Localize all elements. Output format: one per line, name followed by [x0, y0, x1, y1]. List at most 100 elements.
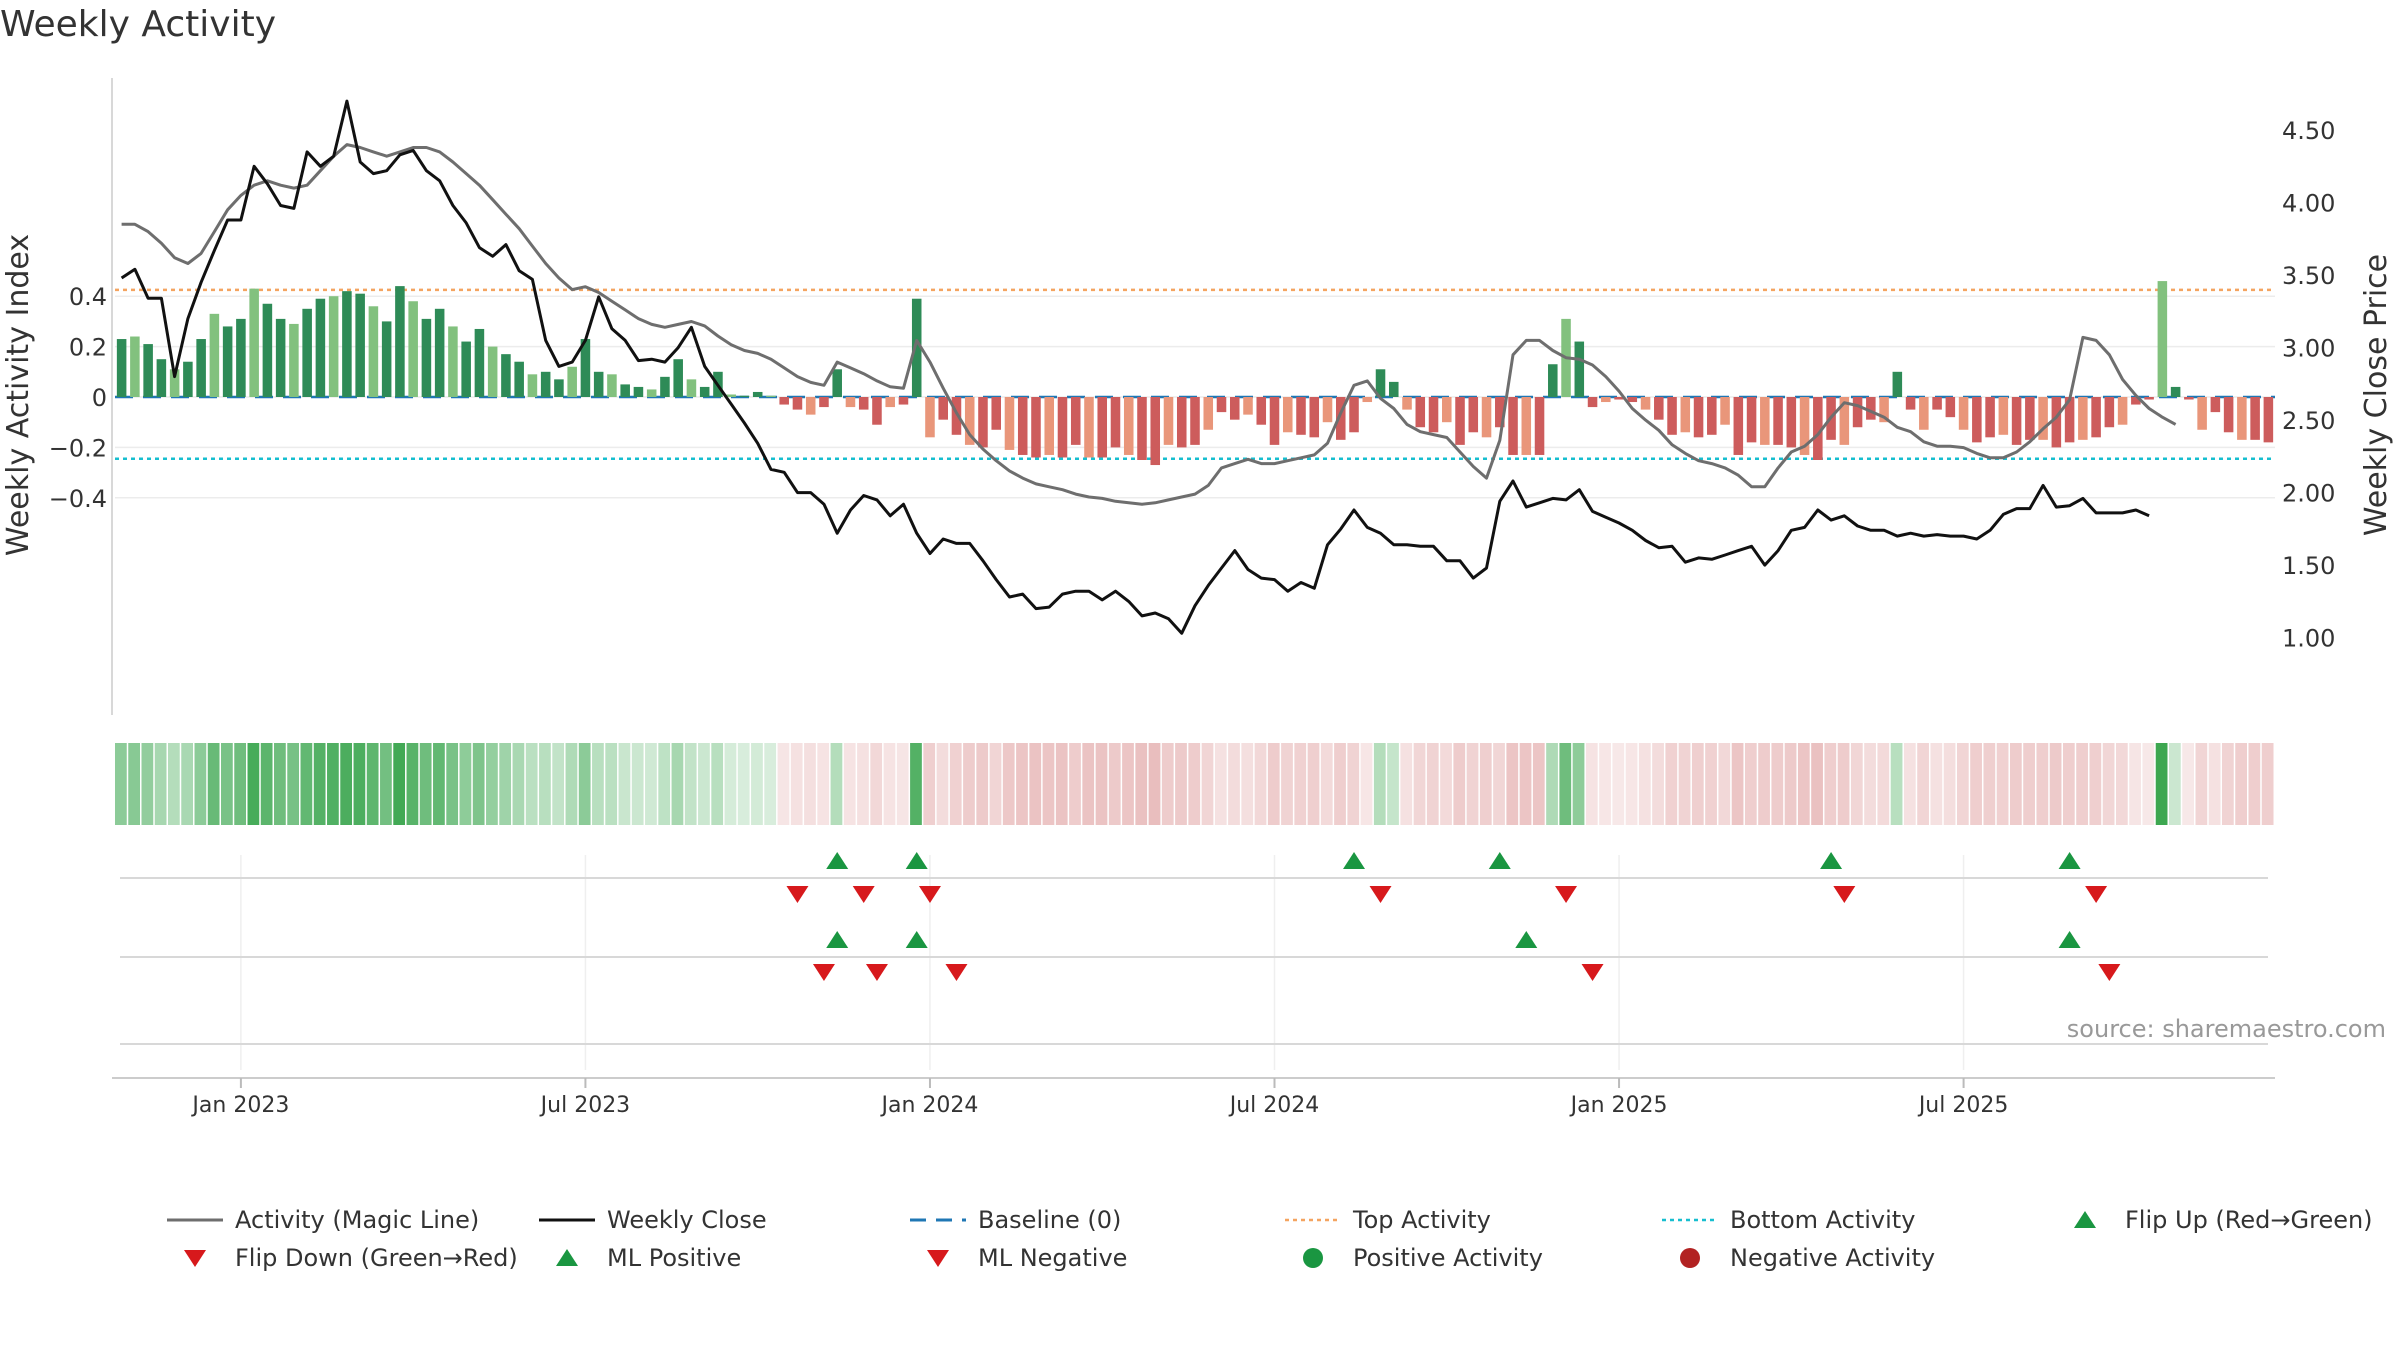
activity-bar	[1190, 397, 1200, 445]
ml-negative-marker	[865, 964, 888, 981]
legend-label: Flip Down (Green→Red)	[235, 1244, 518, 1272]
flip-down-marker	[1555, 886, 1578, 903]
activity-bar	[2117, 397, 2128, 425]
y-axis-label-right: Weekly Close Price	[2359, 254, 2394, 536]
activity-bar	[1123, 397, 1134, 455]
ml-positive-marker	[1515, 931, 1538, 948]
activity-bar	[2157, 281, 2168, 397]
activity-bar	[1084, 397, 1094, 458]
heat-cell	[1771, 743, 1784, 825]
tri-down-red-icon	[908, 1243, 968, 1273]
activity-bar	[1163, 397, 1174, 445]
heat-cell	[1612, 743, 1625, 825]
activity-bar	[1892, 371, 1903, 397]
activity-bar	[2210, 397, 2221, 413]
activity-bar	[1958, 397, 1969, 430]
activity-bar	[143, 344, 153, 397]
heat-cell	[2036, 743, 2049, 825]
heat-cell	[1440, 743, 1452, 825]
heat-cell	[790, 743, 803, 825]
heat-cell	[1002, 743, 1015, 825]
heat-cell	[1188, 743, 1201, 825]
heat-cell	[1267, 743, 1280, 825]
heat-cell	[1811, 743, 1823, 825]
heat-cell	[1546, 743, 1558, 825]
heat-cell	[181, 743, 194, 825]
activity-bar	[434, 308, 445, 397]
heat-cell	[1373, 743, 1386, 825]
ml-positive-marker	[905, 931, 928, 948]
heat-cell	[1519, 743, 1532, 825]
activity-bar	[1627, 397, 1638, 403]
heat-cell	[1016, 743, 1028, 825]
heat-cell	[1069, 743, 1081, 825]
heat-cell	[751, 743, 763, 825]
activity-bar	[1508, 397, 1518, 455]
heat-cell	[1135, 743, 1148, 825]
dash-blue-icon	[908, 1205, 968, 1235]
heat-cell	[472, 743, 485, 825]
flip-up-marker	[2058, 852, 2081, 869]
x-tick-label: Jul 2024	[1228, 1093, 1320, 1118]
activity-bar	[1216, 397, 1227, 413]
circle-green-icon	[1283, 1243, 1343, 1273]
heat-cell	[1479, 743, 1492, 825]
activity-bar	[766, 395, 776, 397]
heat-cell	[658, 743, 671, 825]
activity-bar	[1733, 397, 1744, 455]
ml-negative-marker	[2098, 964, 2121, 981]
legend-ml-negative: ML Negative	[908, 1243, 1127, 1273]
activity-bar	[1852, 397, 1863, 428]
activity-bar	[1640, 397, 1651, 410]
x-tick-label: Jul 2023	[539, 1093, 631, 1118]
activity-bar	[2078, 397, 2088, 440]
heat-cell	[419, 743, 432, 825]
heat-cell	[1585, 743, 1598, 825]
legend-label: ML Negative	[978, 1244, 1128, 1272]
activity-bar	[1110, 397, 1121, 448]
activity-bar	[660, 376, 670, 397]
activity-bar	[1296, 397, 1306, 435]
activity-bar	[222, 326, 233, 397]
flip-down-marker	[786, 886, 809, 903]
heat-cell	[1903, 743, 1916, 825]
activity-bar	[1004, 397, 1015, 450]
heat-cell	[1042, 743, 1055, 825]
activity-bar	[1389, 381, 1399, 397]
activity-bar	[580, 339, 591, 397]
activity-bar	[1654, 397, 1664, 420]
activity-bar	[1415, 397, 1426, 428]
activity-bar	[395, 286, 405, 397]
activity-bar	[2025, 397, 2035, 440]
heat-cell	[1095, 743, 1108, 825]
activity-bar	[262, 303, 273, 397]
y-tick-right: 2.00	[2282, 480, 2335, 508]
heat-cell	[949, 743, 962, 825]
activity-bar	[1256, 397, 1267, 425]
activity-bar	[381, 321, 392, 397]
activity-bar	[607, 374, 617, 397]
heat-cell	[393, 743, 406, 825]
heat-cell	[512, 743, 525, 825]
flip-down-marker	[1833, 886, 1856, 903]
heat-cell	[2235, 743, 2247, 825]
axes: 0.4 0.2 0 −0.2 −0.4 4.50 4.00 3.50 3.00 2.50 2.00 1…	[49, 78, 2335, 715]
heat-cell	[1175, 743, 1187, 825]
activity-bar	[2091, 397, 2101, 438]
activity-bar	[1972, 397, 1982, 443]
heat-cell	[737, 743, 750, 825]
activity-bar	[408, 301, 418, 397]
heat-cell	[684, 743, 697, 825]
heat-cell	[260, 743, 273, 825]
heat-cell	[1122, 743, 1134, 825]
heat-cell	[1983, 743, 1996, 825]
heat-cell	[154, 743, 167, 825]
legend-ml-positive: ML Positive	[537, 1243, 741, 1273]
heat-cell	[234, 743, 247, 825]
activity-bar	[1243, 397, 1253, 415]
activity-bar	[1282, 397, 1293, 433]
heat-cell	[896, 743, 909, 825]
activity-bar	[1362, 397, 1373, 403]
heat-cell	[274, 743, 286, 825]
heat-cell	[2195, 743, 2208, 825]
